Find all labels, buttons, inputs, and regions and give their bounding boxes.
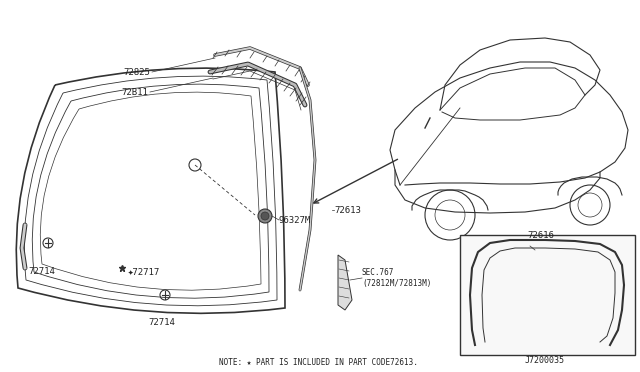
Text: NOTE: ★ PART IS INCLUDED IN PART CODE72613.: NOTE: ★ PART IS INCLUDED IN PART CODE726…: [219, 358, 417, 367]
Circle shape: [258, 209, 272, 223]
Text: ✦72717: ✦72717: [128, 267, 160, 276]
Text: 72714: 72714: [28, 267, 55, 276]
Polygon shape: [338, 255, 352, 310]
Text: 72616: 72616: [527, 231, 554, 240]
Text: 72825: 72825: [123, 67, 150, 77]
Text: 72613: 72613: [334, 205, 361, 215]
Circle shape: [261, 212, 269, 220]
Text: J7200035: J7200035: [525, 356, 565, 365]
Text: 96327M: 96327M: [279, 215, 311, 224]
Text: SEC.767
(72812M/72813M): SEC.767 (72812M/72813M): [362, 267, 431, 288]
Bar: [460, 235, 635, 355]
Text: 72714: 72714: [148, 318, 175, 327]
Text: 72B11: 72B11: [121, 87, 148, 96]
